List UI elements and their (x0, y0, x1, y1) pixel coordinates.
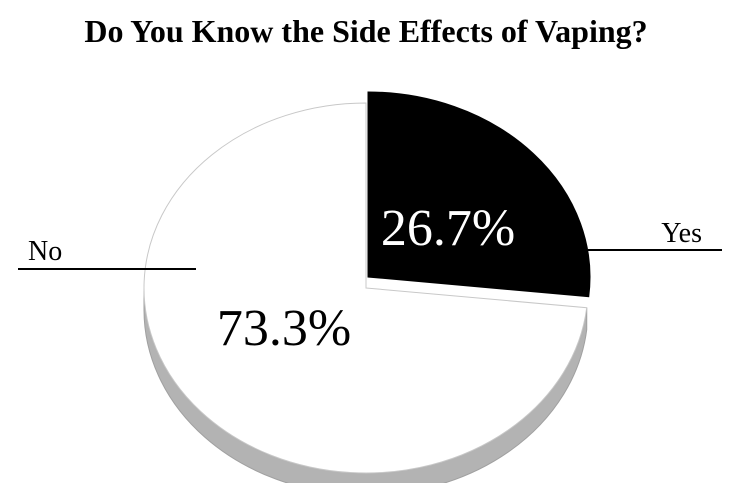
category-label-yes: Yes (661, 218, 702, 249)
pie-slice-yes (367, 91, 591, 298)
category-label-no: No (28, 236, 62, 267)
slice-value-label-no: 73.3% (217, 300, 351, 357)
pie-slice-no (143, 102, 588, 474)
pie-slices (143, 91, 591, 483)
slice-value-label-yes: 26.7% (381, 200, 515, 257)
pie-labels: 26.7% 73.3% Yes No (18, 200, 722, 357)
chart-title: Do You Know the Side Effects of Vaping? (84, 13, 647, 49)
